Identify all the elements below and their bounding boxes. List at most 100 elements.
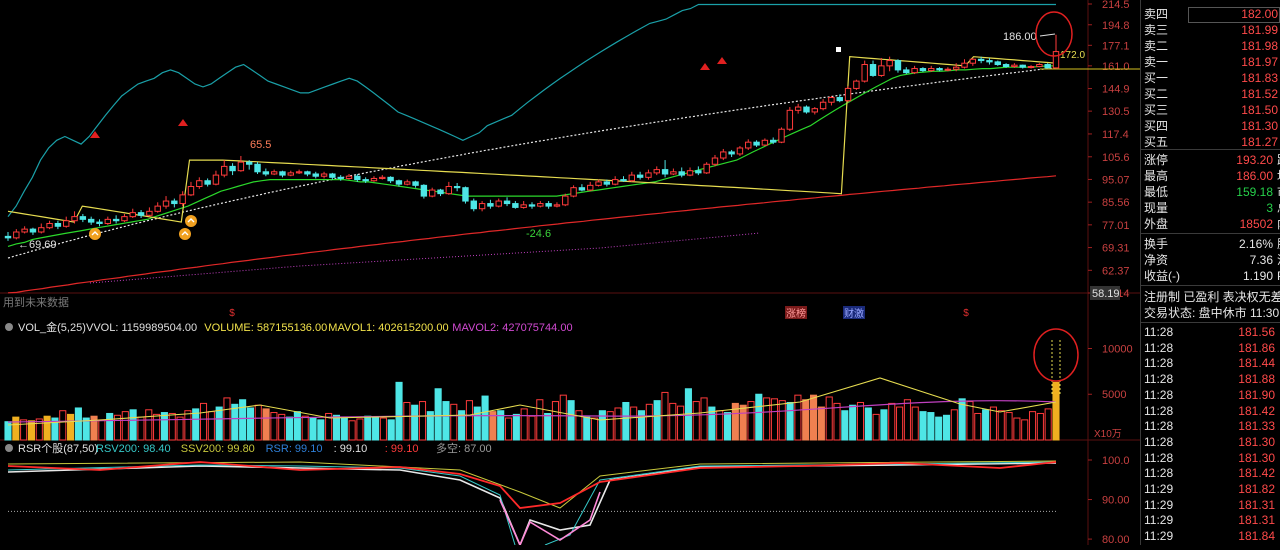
tick-row[interactable]: 11:28 181.42 xyxy=(1141,403,1280,419)
row-value: 182.00 xyxy=(1241,7,1278,21)
tick-price: 181.42 xyxy=(1238,403,1275,418)
order-book-row[interactable]: 买四 181.30 xyxy=(1141,118,1280,134)
volume-bar xyxy=(966,401,974,441)
line-rsr-red xyxy=(7,461,1057,509)
annotation-max-arrow xyxy=(1039,33,1056,37)
candle-body xyxy=(487,203,494,207)
tick-row[interactable]: 11:28 181.33 xyxy=(1141,418,1280,434)
volume-bar xyxy=(387,419,395,441)
highlight-circle-volume xyxy=(1033,328,1079,382)
volume-bar xyxy=(935,416,943,441)
y-tick-label: 95.07 xyxy=(1102,174,1130,186)
candle-body xyxy=(179,194,186,205)
tick-row[interactable]: 11:28 181.30 xyxy=(1141,450,1280,466)
candle-body xyxy=(770,139,777,143)
tick-row[interactable]: 11:29 181.31 xyxy=(1141,497,1280,513)
candle-body xyxy=(354,175,361,181)
candle-body xyxy=(711,157,719,165)
candle-body xyxy=(944,68,952,71)
volume-bar xyxy=(817,406,825,441)
candle-body xyxy=(636,174,644,178)
tick-row[interactable]: 11:29 181.82 xyxy=(1141,481,1280,497)
tick-time: 11:28 xyxy=(1144,450,1174,465)
volume-bar xyxy=(583,416,591,441)
row-label: 最高 xyxy=(1144,169,1169,183)
quote-row[interactable]: 均 最高 186.00 xyxy=(1141,168,1280,184)
buy-signal-icon xyxy=(187,218,195,223)
volume-bar xyxy=(512,413,520,441)
tick-time: 11:28 xyxy=(1144,387,1174,402)
tick-row[interactable]: 11:28 181.88 xyxy=(1141,371,1280,387)
volume-bar xyxy=(1044,408,1052,441)
row-label: 净资 xyxy=(1144,253,1169,267)
tick-row[interactable]: 11:28 181.44 xyxy=(1141,355,1280,371)
candle-body xyxy=(853,80,860,89)
row-tag: 内 xyxy=(1277,216,1280,232)
tick-time: 11:28 xyxy=(1144,356,1174,371)
order-book-row[interactable]: 买一 181.83 xyxy=(1141,70,1280,86)
candle-body xyxy=(79,216,87,220)
candle-body xyxy=(578,187,586,191)
order-book-row[interactable]: 买二 181.52 xyxy=(1141,86,1280,102)
candle-body xyxy=(952,66,960,70)
tick-row[interactable]: 11:29 181.84 xyxy=(1141,528,1280,544)
quote-row[interactable]: 股 换手 2.16% xyxy=(1141,236,1280,252)
tick-row[interactable]: 11:28 181.90 xyxy=(1141,387,1280,403)
row-value: 18502 xyxy=(1239,217,1273,231)
event-label: 涨榜 xyxy=(786,307,806,320)
volume-bar xyxy=(458,410,466,441)
y-tick-label: 177.1 xyxy=(1102,40,1130,52)
quote-row[interactable]: 内 外盘 18502 xyxy=(1141,216,1280,232)
order-book-row[interactable]: 卖四 182.00 xyxy=(1141,6,1280,22)
order-book-row[interactable]: 卖一 181.97 xyxy=(1141,54,1280,70)
candle-body xyxy=(29,228,37,233)
candle-body xyxy=(453,186,461,189)
quote-row[interactable]: 跌 涨停 193.20 xyxy=(1141,152,1280,168)
volume-bar xyxy=(121,411,129,441)
candle-body xyxy=(96,221,103,224)
order-book-row[interactable]: 买三 181.50 xyxy=(1141,102,1280,118)
quote-row[interactable]: P 收益(-) 1.190 xyxy=(1141,268,1280,284)
tick-row[interactable]: 11:28 181.30 xyxy=(1141,434,1280,450)
tick-row[interactable]: 11:28 181.86 xyxy=(1141,340,1280,356)
volume-bar xyxy=(153,413,161,441)
row-label: 买三 xyxy=(1144,103,1169,117)
order-book-row[interactable]: 买五 181.27 xyxy=(1141,134,1280,150)
row-tag: P xyxy=(1277,268,1280,284)
volume-bar xyxy=(442,401,450,441)
quote-row[interactable]: 市 最低 159.18 xyxy=(1141,184,1280,200)
order-book-row[interactable]: 卖二 181.98 xyxy=(1141,38,1280,54)
tick-row[interactable]: 11:28 181.42 xyxy=(1141,465,1280,481)
volume-legend: MAVOL2: 427075744.00 xyxy=(452,322,572,334)
tick-row[interactable]: 11:28 181.56 xyxy=(1141,324,1280,340)
candle-body xyxy=(370,177,378,182)
tick-row[interactable]: 11:29 181.31 xyxy=(1141,512,1280,528)
volume-bar xyxy=(20,419,28,441)
row-label: 买四 xyxy=(1144,119,1169,133)
volume-bar xyxy=(168,412,176,441)
volume-bar xyxy=(364,415,372,441)
tick-price: 181.31 xyxy=(1238,497,1275,512)
chart-svg[interactable]: 214.5 194.8 177.1 161.0 144.9 130.5 117.4 105.6… xyxy=(0,0,1140,548)
volume-bar xyxy=(739,404,747,441)
tick-price: 181.33 xyxy=(1238,419,1275,434)
volume-bar xyxy=(544,412,552,441)
candle-body xyxy=(703,163,710,174)
chart-area[interactable]: 214.5 194.8 177.1 161.0 144.9 130.5 117.4 105.6… xyxy=(0,0,1140,548)
candle-body xyxy=(345,175,353,179)
order-book-row[interactable]: 卖三 181.99 xyxy=(1141,22,1280,38)
dollar-event-icon: $ xyxy=(229,308,235,319)
volume-bar xyxy=(982,409,990,441)
candle-body xyxy=(162,200,170,207)
volume-bar xyxy=(1036,412,1044,441)
info-line-1: 注册制 已盈利 表决权无差 xyxy=(1144,290,1280,304)
volume-bar xyxy=(309,417,317,441)
volume-bar xyxy=(1013,417,1021,441)
volume-bar xyxy=(802,399,810,441)
quote-row[interactable]: 总 现量 3 xyxy=(1141,200,1280,216)
tick-price: 181.31 xyxy=(1238,513,1275,528)
candle-body xyxy=(803,106,810,113)
quote-row[interactable]: 流 净资 7.36 xyxy=(1141,252,1280,268)
volume-bar xyxy=(958,398,966,441)
volume-bar xyxy=(434,388,442,441)
